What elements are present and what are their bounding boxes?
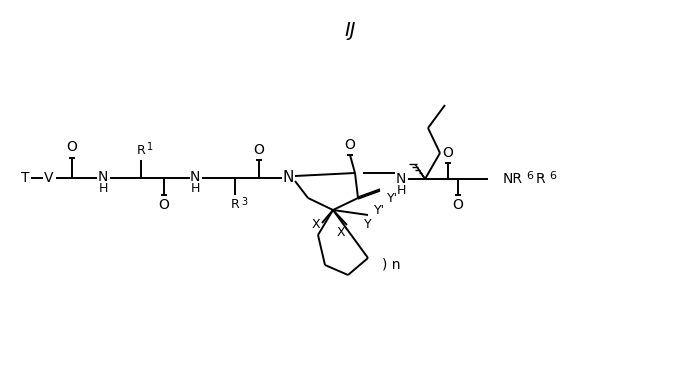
Text: R: R [136, 144, 146, 157]
Text: H: H [396, 184, 406, 197]
Text: O: O [453, 198, 463, 212]
Text: Y': Y' [387, 191, 398, 204]
Text: Y': Y' [374, 204, 386, 216]
Text: R: R [536, 172, 545, 186]
Text: 6: 6 [526, 171, 533, 181]
Text: O: O [344, 138, 356, 152]
Text: N: N [98, 170, 108, 184]
Text: NR: NR [503, 172, 523, 186]
Text: IJ: IJ [344, 22, 356, 41]
Text: T: T [21, 171, 29, 185]
Text: ) n: ) n [382, 258, 400, 272]
Text: X': X' [337, 226, 349, 239]
Text: O: O [159, 198, 169, 212]
Text: H: H [98, 182, 108, 194]
Text: V: V [44, 171, 54, 185]
Text: H: H [190, 182, 199, 194]
Text: O: O [66, 140, 78, 154]
Text: 3: 3 [241, 197, 247, 207]
Text: Y: Y [364, 219, 372, 232]
Text: R: R [230, 198, 239, 211]
Text: O: O [442, 146, 454, 160]
Text: 6: 6 [550, 171, 556, 181]
Text: N: N [282, 170, 294, 185]
Text: 1: 1 [147, 142, 153, 152]
Text: O: O [253, 143, 265, 157]
Text: N: N [190, 170, 200, 184]
Text: X: X [312, 219, 321, 232]
Text: N: N [395, 172, 406, 186]
